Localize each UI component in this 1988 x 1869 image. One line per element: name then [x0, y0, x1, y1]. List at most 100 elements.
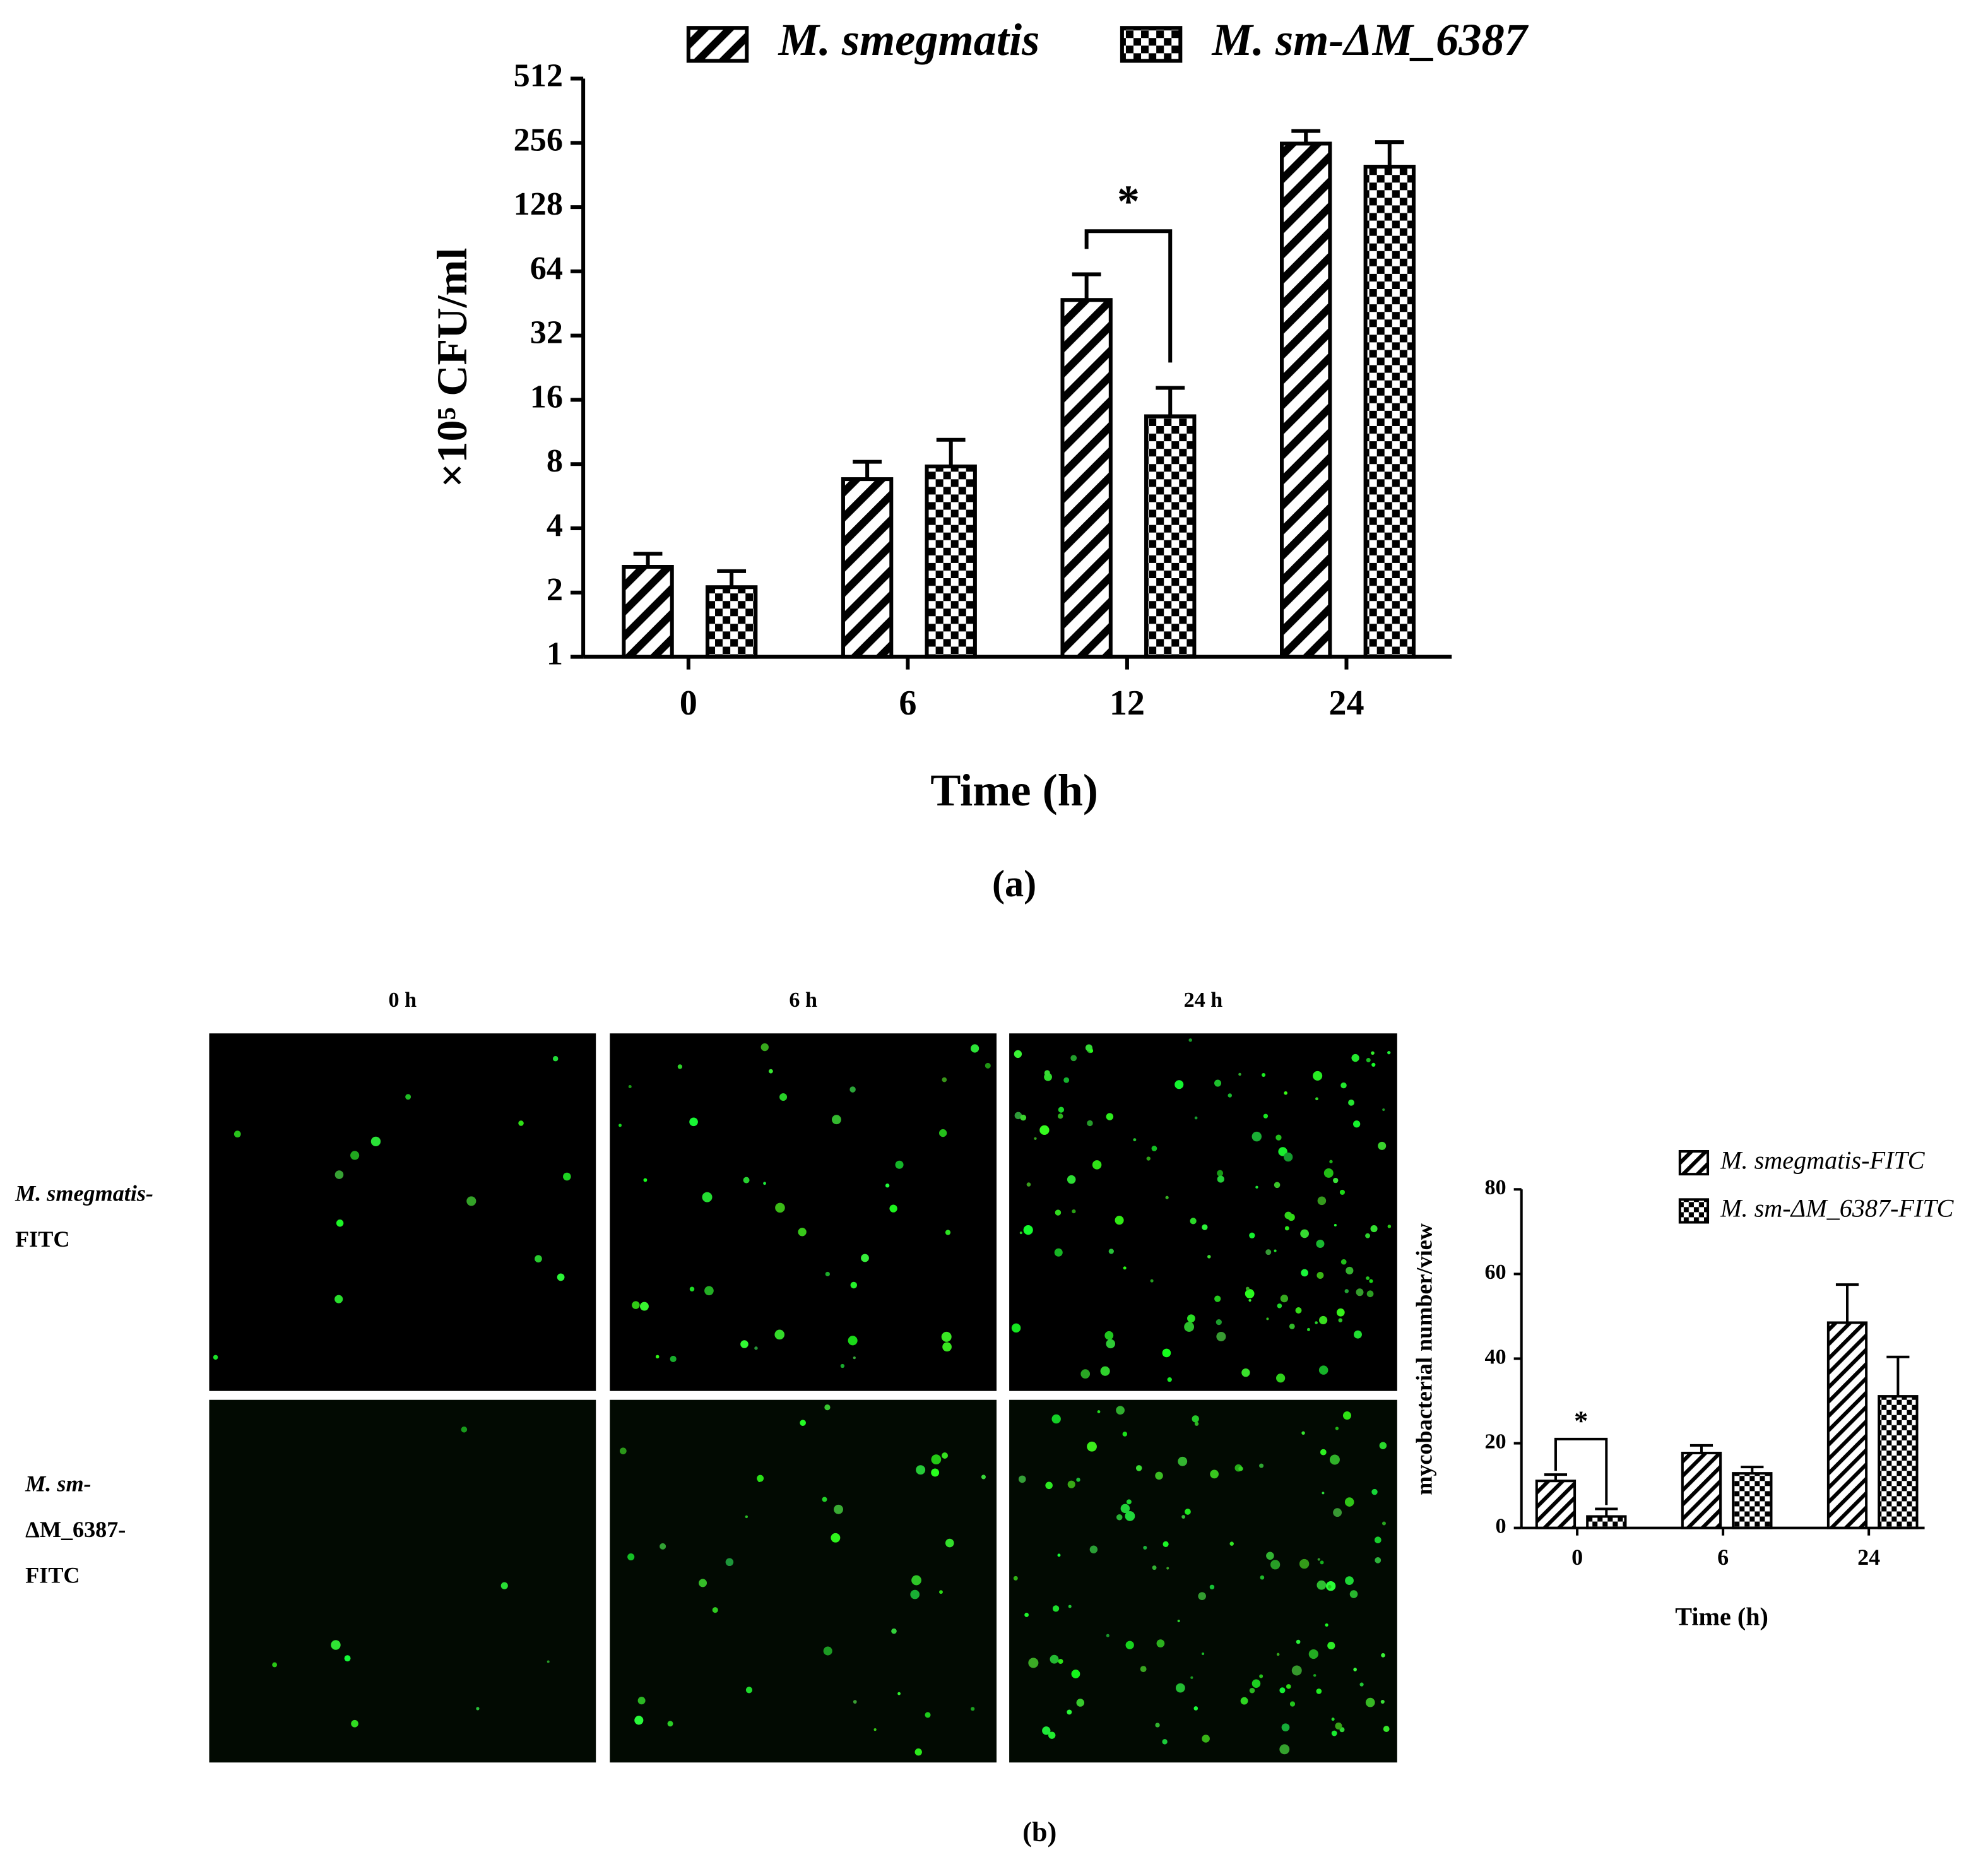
bar: [1878, 1395, 1919, 1529]
fluorescent-spot: [1104, 1331, 1114, 1340]
bar: [1586, 1515, 1627, 1529]
fluorescent-spot: [1333, 1177, 1339, 1184]
fluorescent-spot: [1351, 1053, 1359, 1062]
fluorescent-spot: [754, 1346, 758, 1350]
row-label: M. sm-: [25, 1471, 91, 1497]
bar: [841, 477, 894, 659]
fluorescent-spot: [1162, 1739, 1168, 1745]
x-tick-label: 0: [680, 684, 697, 723]
fluorescent-spot: [1323, 1168, 1334, 1178]
fluorescent-spot: [849, 1086, 856, 1093]
fluorescent-spot: [1067, 1175, 1076, 1184]
y-tick-label: 128: [514, 186, 563, 222]
fluorescent-spot: [1308, 1649, 1318, 1659]
fluorescent-spot: [800, 1420, 806, 1427]
fluorescent-spot: [1150, 1279, 1154, 1283]
fluorescent-spot: [1275, 1134, 1282, 1141]
fluorescent-spot: [689, 1286, 695, 1292]
fluorescent-spot: [1014, 1112, 1022, 1120]
fluorescent-spot: [1202, 1652, 1205, 1656]
fluorescent-spot: [1039, 1125, 1050, 1136]
fluorescent-spot: [1190, 1218, 1197, 1225]
fluorescent-spot: [1151, 1146, 1157, 1151]
fluorescent-spot: [853, 1700, 857, 1704]
fluorescent-spot: [1329, 1160, 1333, 1164]
bar: [925, 464, 977, 659]
fluorescent-spot: [1097, 1410, 1101, 1413]
fluorescent-spot: [1238, 1072, 1241, 1076]
fluorescent-spot: [775, 1202, 785, 1213]
fluorescent-spot: [1266, 1317, 1269, 1320]
fluorescent-spot: [889, 1204, 897, 1213]
fluorescent-spot: [1306, 1327, 1311, 1331]
fluorescent-spot: [1072, 1209, 1076, 1214]
fluorescent-spot: [1365, 1697, 1375, 1707]
fluorescent-spot: [334, 1295, 343, 1303]
fluorescent-spot: [1057, 1553, 1061, 1557]
bar: [705, 585, 758, 659]
fluorescent-spot: [1133, 1138, 1137, 1142]
fluorescent-spot: [1011, 1323, 1021, 1333]
error-bar: [1741, 1466, 1764, 1474]
fluorescent-spot: [660, 1543, 666, 1550]
fluorescent-spot: [1087, 1120, 1093, 1127]
fluorescent-spot: [1135, 1465, 1142, 1471]
fluorescent-spot: [1019, 1231, 1022, 1235]
fluorescent-spot: [941, 1331, 952, 1342]
fluorescent-spot: [1371, 1051, 1375, 1055]
fluorescent-spot: [1143, 1545, 1147, 1550]
fluorescent-spot: [945, 1538, 954, 1548]
fluorescent-spot: [1014, 1050, 1022, 1059]
fluorescent-spot: [911, 1575, 921, 1586]
fluorescent-spot: [1291, 1665, 1302, 1676]
fluorescent-spot: [1106, 1634, 1109, 1637]
fluorescent-spot: [760, 1043, 769, 1052]
fluorescent-spot: [1380, 1699, 1385, 1704]
fluorescent-spot: [1163, 1541, 1169, 1548]
fluorescent-spot: [1187, 1314, 1195, 1323]
fluorescent-spot: [1331, 1730, 1337, 1736]
fluorescent-spot: [1279, 1744, 1290, 1755]
fluorescent-spot: [344, 1655, 351, 1662]
fluorescent-spot: [1013, 1575, 1018, 1581]
fluorescent-spot: [1374, 1536, 1382, 1544]
fluorescent-spot: [1070, 1055, 1077, 1062]
fluorescent-spot: [476, 1707, 480, 1711]
fluorescent-spot: [1295, 1307, 1302, 1314]
fluorescent-spot: [1100, 1366, 1110, 1376]
fluorescent-spot: [1265, 1249, 1272, 1255]
fluorescent-spot: [1229, 1541, 1234, 1546]
fluorescent-spot: [897, 1692, 901, 1695]
fluorescent-spot: [1125, 1641, 1134, 1649]
fluorescent-spot: [1260, 1575, 1265, 1580]
legend-label: M. sm-ΔM_6387-FITC: [1720, 1194, 1955, 1223]
legend-swatch: [1678, 1198, 1710, 1224]
fluorescent-spot: [1089, 1545, 1098, 1553]
error-bar: [853, 460, 882, 480]
fluorescent-spot: [942, 1452, 949, 1459]
fluorescent-spot: [916, 1465, 926, 1475]
fluorescent-spot: [370, 1136, 381, 1147]
fluorescent-spot: [518, 1120, 524, 1126]
x-tick-label: 24: [1328, 684, 1364, 723]
fluorescent-spot: [1202, 1735, 1210, 1743]
bar: [1144, 414, 1197, 659]
fluorescent-spot: [1387, 1051, 1391, 1055]
fluorescent-spot: [677, 1064, 683, 1069]
y-tick-label: 16: [530, 378, 563, 415]
error-bar: [1595, 1507, 1618, 1517]
fluorescent-spot: [942, 1342, 952, 1352]
fluorescent-spot: [823, 1646, 832, 1656]
column-label: 6 h: [789, 988, 817, 1012]
fluorescent-spot: [1331, 1718, 1335, 1721]
x-axis-label: Time (h): [1675, 1602, 1768, 1630]
fluorescent-spot: [1251, 1131, 1262, 1142]
fluorescent-spot: [824, 1404, 831, 1411]
error-bar: [1886, 1355, 1910, 1397]
fluorescent-spot: [895, 1160, 904, 1169]
fluorescent-spot: [1214, 1295, 1221, 1302]
fluorescent-spot: [1325, 1623, 1328, 1627]
fluorescent-spot: [1207, 1255, 1211, 1259]
error-bar: [936, 437, 966, 466]
fluorescent-spot: [1067, 1480, 1075, 1488]
